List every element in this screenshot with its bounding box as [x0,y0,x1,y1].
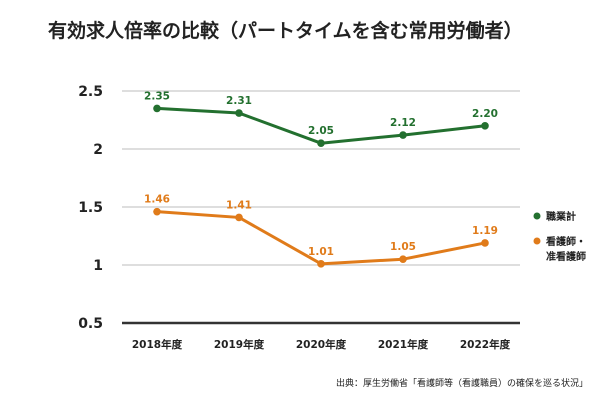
x-tick-label: 2021年度 [378,338,429,351]
legend-marker [533,212,541,220]
data-label: 1.46 [144,194,170,206]
chart-title: 有効求人倍率の比較（パートタイムを含む常用労働者） [48,19,523,42]
x-axis-ticks: 2018年度 2019年度 2020年度 2021年度 2022年度 [132,338,511,351]
data-point [153,207,161,216]
data-point [481,239,489,247]
y-tick-label: 1.5 [78,200,103,216]
source-note: 出典：厚生労働省「看護師等（看護職員）の確保を巡る状況」 [336,377,588,389]
data-point [399,131,407,139]
data-label: 2.31 [226,95,252,107]
legend-marker [533,237,541,245]
data-point [481,122,489,130]
y-tick-label: 2.5 [78,84,103,100]
data-point [317,260,325,268]
data-point [235,213,243,222]
data-label: 2.12 [390,117,416,129]
data-label: 2.05 [308,125,334,137]
legend-label: 看護師・ [546,235,586,248]
data-point [235,109,243,117]
data-label: 2.20 [472,108,498,120]
y-tick-label: 0.5 [78,316,103,332]
data-label: 1.41 [226,199,252,211]
x-tick-label: 2018年度 [132,338,183,351]
x-tick-label: 2020年度 [296,338,347,351]
data-point [153,104,161,113]
data-point [399,255,407,263]
grid [122,90,520,325]
y-axis-ticks: 0.5 1 1.5 2 2.5 [78,84,103,332]
legend-label: 職業計 [546,210,576,223]
data-label: 1.05 [390,241,416,253]
x-tick-label: 2022年度 [460,338,511,351]
data-point [317,139,325,147]
x-tick-label: 2019年度 [214,338,265,351]
series-group: 2.35 2.31 2.05 2.12 2.20 1.46 1.41 1.01 1.05 1.19 [144,90,498,268]
y-tick-label: 1 [93,258,103,274]
legend-label: 准看護師 [546,250,586,263]
data-label: 1.19 [472,225,498,237]
y-tick-label: 2 [93,142,103,158]
data-label: 1.01 [308,246,334,258]
data-label: 2.35 [144,90,170,102]
